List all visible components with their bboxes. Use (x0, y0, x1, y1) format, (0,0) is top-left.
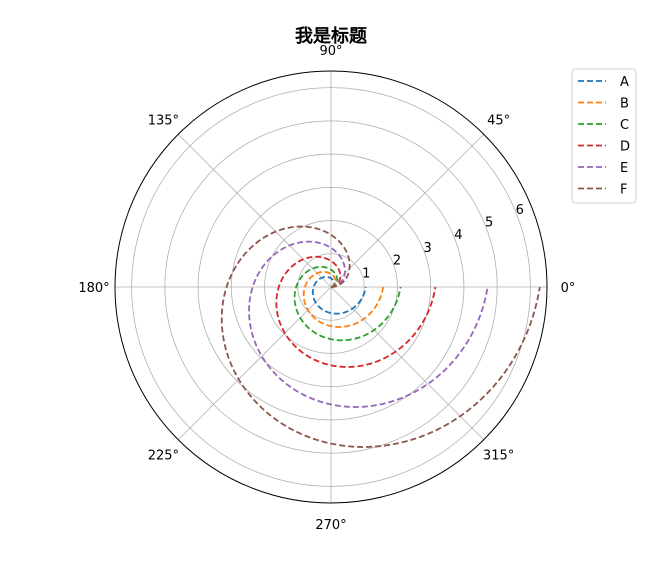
series-line-C (293, 265, 402, 342)
chart-title: 我是标题 (295, 25, 368, 47)
angle-tick-label: 0° (561, 281, 576, 296)
angle-tick-labels: 0° 45° 90° 135° 180° 225° 270° 315° (78, 44, 575, 533)
legend-label: B (620, 97, 629, 112)
series-line-B (302, 270, 385, 328)
legend-label: C (620, 118, 629, 133)
angle-tick-label: 135° (148, 113, 179, 128)
radial-tick-labels: 1 2 3 4 5 6 (362, 203, 524, 282)
angle-gridline-1 (330, 133, 485, 288)
polar-grid (114, 70, 548, 504)
angle-tick-label: 90° (319, 44, 342, 59)
series-line-D (275, 255, 437, 368)
series-line-A (311, 276, 367, 315)
angle-gridline-3 (177, 133, 332, 288)
angle-gridline-5 (177, 286, 332, 441)
radial-tick-label: 4 (454, 228, 462, 243)
angle-tick-label: 270° (315, 518, 346, 533)
series-lines (220, 225, 541, 448)
series-line-E (248, 240, 489, 408)
radial-tick-label: 5 (485, 216, 493, 231)
angle-tick-label: 45° (487, 113, 510, 128)
angle-tick-label: 225° (148, 449, 179, 464)
radial-tick-label: 6 (516, 203, 524, 218)
polar-frame (114, 70, 548, 504)
radial-tick-label: 3 (424, 241, 432, 256)
radial-tick-label: 2 (393, 254, 401, 269)
angle-tick-label: 180° (78, 281, 109, 296)
legend-label: F (620, 183, 627, 198)
legend-label: D (620, 140, 630, 155)
angle-gridline-7 (330, 286, 485, 441)
angle-tick-label: 315° (483, 449, 514, 464)
radial-tick-label: 1 (362, 266, 370, 281)
series-line-F (220, 225, 541, 448)
legend-label: E (620, 161, 628, 176)
legend-label: A (620, 75, 629, 90)
